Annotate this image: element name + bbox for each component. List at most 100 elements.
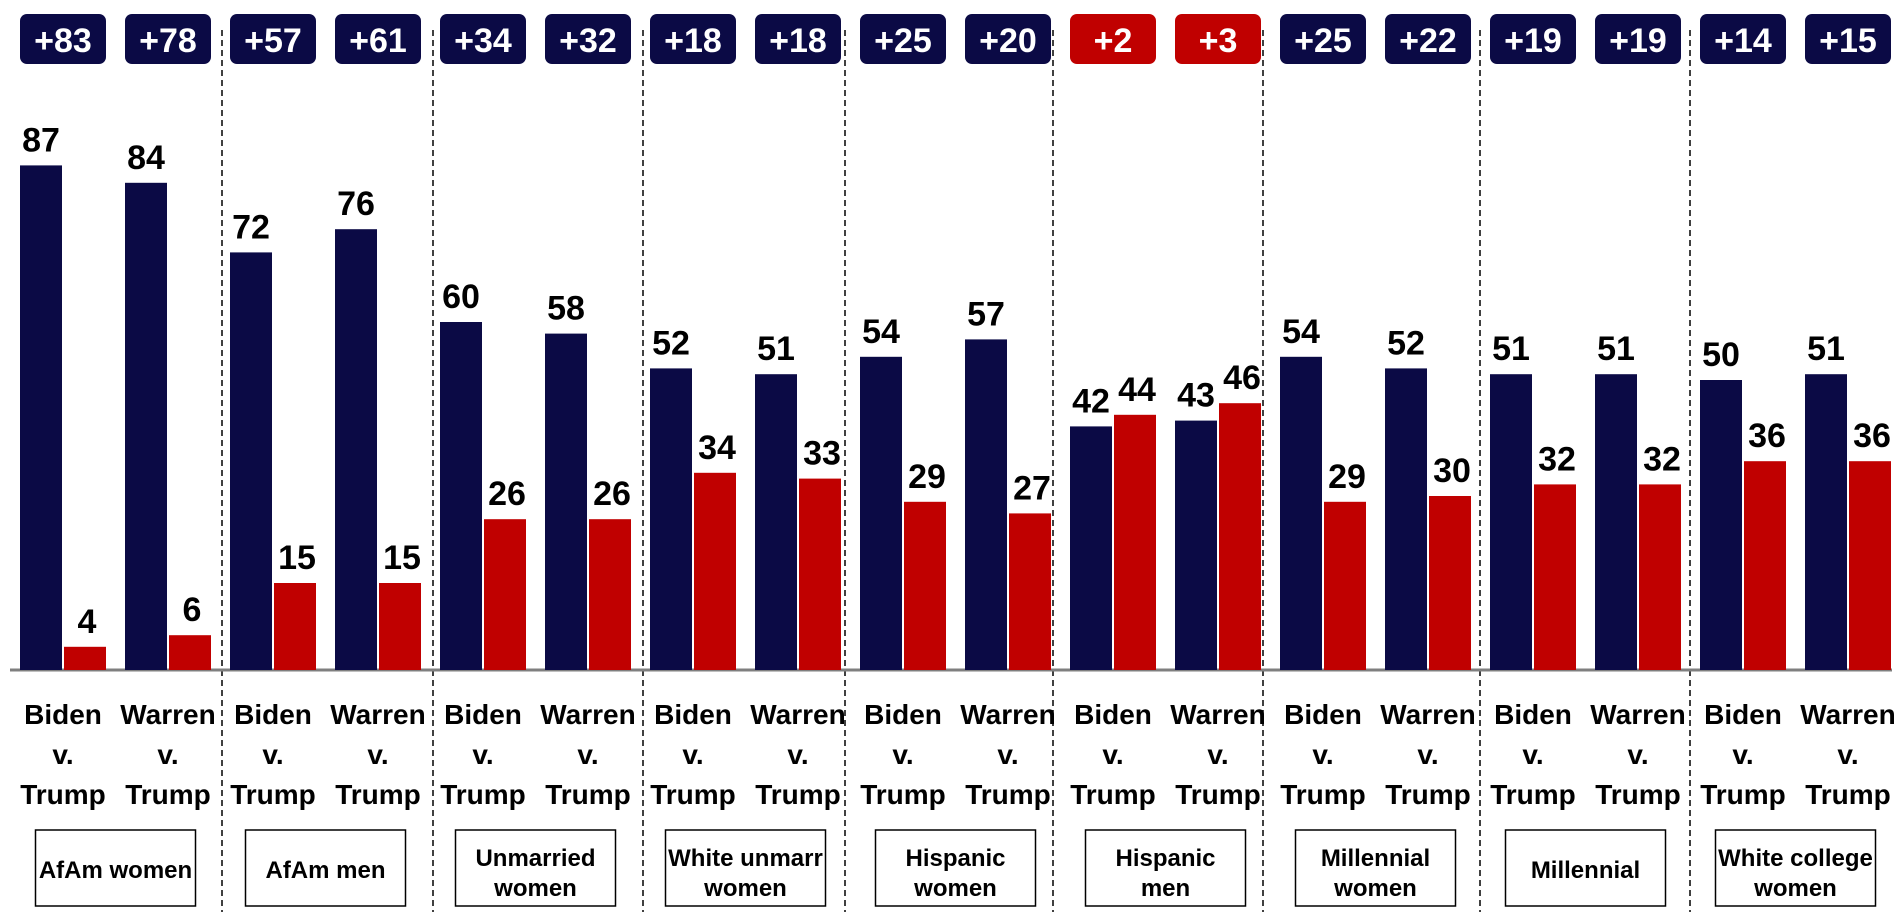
bar-biden-dem <box>1490 374 1532 670</box>
margin-badge-label: +32 <box>559 22 617 60</box>
margin-badge-label: +19 <box>1609 22 1667 60</box>
value-label-dem: 51 <box>1807 330 1845 368</box>
bar-warren-rep <box>169 635 211 670</box>
bar-biden-dem <box>440 322 482 670</box>
x-tick-label: Biden <box>654 699 732 730</box>
value-label-rep: 44 <box>1118 371 1156 409</box>
margin-badge-label: +57 <box>244 22 302 60</box>
value-label-rep: 33 <box>803 435 841 473</box>
x-tick-label: v. <box>262 739 283 770</box>
bar-warren-rep <box>1219 403 1261 670</box>
value-label-rep: 26 <box>593 475 631 513</box>
x-tick-label: Warren <box>1800 699 1895 730</box>
bar-biden-dem <box>1700 380 1742 670</box>
bar-biden-rep <box>1534 484 1576 670</box>
x-tick-label: Biden <box>1284 699 1362 730</box>
x-tick-label: Trump <box>1805 779 1891 810</box>
group-label: women <box>1333 875 1417 902</box>
margin-badge-label: +61 <box>349 22 407 60</box>
value-label-rep: 29 <box>908 458 946 496</box>
group-label-box <box>1084 829 1247 907</box>
value-label-dem: 84 <box>127 139 165 177</box>
x-tick-label: Trump <box>440 779 526 810</box>
x-tick-label: Warren <box>1590 699 1685 730</box>
group-label: AfAm men <box>265 857 385 884</box>
bar-biden-rep <box>64 646 106 670</box>
bar-biden-rep <box>1114 414 1156 670</box>
x-tick-label: Trump <box>20 779 106 810</box>
bar-warren-dem <box>1175 420 1217 670</box>
value-label-rep: 46 <box>1223 359 1261 397</box>
value-label-dem: 51 <box>1597 330 1635 368</box>
bar-biden-dem <box>1280 356 1322 670</box>
x-tick-label: v. <box>787 739 808 770</box>
margin-badge-label: +3 <box>1199 22 1238 60</box>
group-label: Hispanic <box>1115 845 1215 872</box>
bar-biden-dem <box>650 368 692 670</box>
x-tick-label: v. <box>1417 739 1438 770</box>
value-label-dem: 43 <box>1177 377 1215 415</box>
x-tick-label: Trump <box>1595 779 1681 810</box>
bar-biden-rep <box>484 519 526 670</box>
value-label-dem: 54 <box>862 313 900 351</box>
bar-warren-dem <box>545 333 587 670</box>
x-tick-label: Biden <box>1074 699 1152 730</box>
margin-badge <box>1700 14 1786 64</box>
value-label-dem: 72 <box>232 208 270 246</box>
x-tick-label: v. <box>472 739 493 770</box>
group-label: Millennial <box>1531 857 1640 884</box>
x-tick-label: Warren <box>960 699 1055 730</box>
bar-biden-rep <box>904 501 946 670</box>
x-tick-label: Trump <box>335 779 421 810</box>
value-label-rep: 34 <box>698 429 736 467</box>
x-tick-label: Warren <box>1170 699 1265 730</box>
bar-warren-rep <box>1429 496 1471 670</box>
group-label: women <box>493 875 577 902</box>
margin-badge-label: +78 <box>139 22 197 60</box>
bar-biden-rep <box>694 472 736 670</box>
value-label-dem: 58 <box>547 290 585 328</box>
margin-badge-label: +19 <box>1504 22 1562 60</box>
x-tick-label: Trump <box>650 779 736 810</box>
value-label-dem: 57 <box>967 295 1005 333</box>
margin-badge-label: +18 <box>769 22 827 60</box>
x-tick-label: v. <box>1522 739 1543 770</box>
x-tick-label: Trump <box>545 779 631 810</box>
x-tick-label: v. <box>1732 739 1753 770</box>
group-label-box <box>874 829 1037 907</box>
value-label-rep: 32 <box>1538 440 1576 478</box>
margin-badge <box>965 14 1051 64</box>
x-tick-label: Trump <box>1175 779 1261 810</box>
margin-badge-label: +34 <box>454 22 512 60</box>
x-tick-label: Biden <box>234 699 312 730</box>
value-label-rep: 15 <box>278 539 316 577</box>
bar-warren-dem <box>125 182 167 671</box>
margin-badge <box>1595 14 1681 64</box>
margin-badge-label: +15 <box>1819 22 1877 60</box>
bar-biden-dem <box>20 165 62 670</box>
margin-badge <box>1805 14 1891 64</box>
group-label: White college <box>1718 845 1873 872</box>
value-label-rep: 36 <box>1853 417 1891 455</box>
margin-badge <box>230 14 316 64</box>
bar-biden-rep <box>274 583 316 670</box>
bar-biden-rep <box>1324 501 1366 670</box>
value-label-dem: 42 <box>1072 382 1110 420</box>
x-tick-label: Trump <box>1700 779 1786 810</box>
margin-badge-label: +14 <box>1714 22 1772 60</box>
x-tick-label: Trump <box>1490 779 1576 810</box>
group-label-box <box>244 829 407 907</box>
value-label-dem: 76 <box>337 185 375 223</box>
margin-badge-label: +83 <box>34 22 92 60</box>
bar-warren-rep <box>379 583 421 670</box>
x-tick-label: Biden <box>1704 699 1782 730</box>
x-tick-label: Trump <box>1385 779 1471 810</box>
value-label-dem: 51 <box>757 330 795 368</box>
bar-warren-dem <box>335 229 377 670</box>
value-label-dem: 51 <box>1492 330 1530 368</box>
x-tick-label: v. <box>1627 739 1648 770</box>
bar-biden-dem <box>1070 426 1112 670</box>
value-label-rep: 26 <box>488 475 526 513</box>
x-tick-label: Biden <box>864 699 942 730</box>
value-label-rep: 30 <box>1433 452 1471 490</box>
